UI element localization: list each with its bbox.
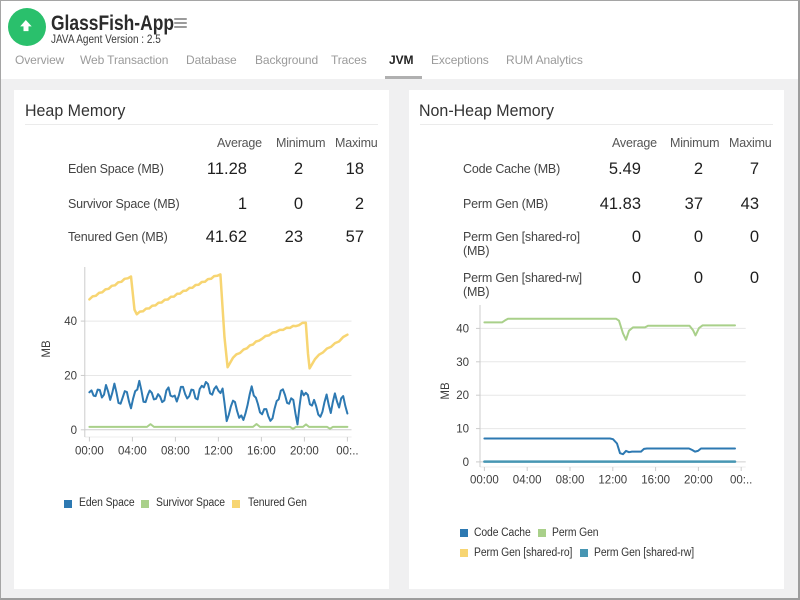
svg-text:16:00: 16:00 (641, 475, 670, 487)
svg-text:08:00: 08:00 (161, 446, 190, 458)
svg-text:20:00: 20:00 (290, 446, 319, 458)
svg-text:12:00: 12:00 (598, 475, 627, 487)
svg-text:20:00: 20:00 (684, 475, 713, 487)
svg-text:16:00: 16:00 (247, 446, 276, 458)
svg-text:MB: MB (41, 340, 53, 358)
svg-text:20: 20 (64, 370, 77, 382)
svg-text:0: 0 (71, 425, 77, 437)
svg-text:0: 0 (463, 457, 469, 469)
svg-text:00:00: 00:00 (470, 475, 499, 487)
svg-text:12:00: 12:00 (204, 446, 233, 458)
svg-text:20: 20 (456, 390, 469, 402)
svg-text:40: 40 (456, 323, 469, 335)
svg-text:10: 10 (456, 424, 469, 436)
svg-text:30: 30 (456, 357, 469, 369)
svg-text:00:..: 00:.. (730, 475, 752, 487)
svg-text:00:..: 00:.. (336, 446, 358, 458)
svg-text:40: 40 (64, 316, 77, 328)
svg-text:MB: MB (440, 382, 452, 400)
svg-text:04:00: 04:00 (513, 475, 542, 487)
svg-text:08:00: 08:00 (556, 475, 585, 487)
svg-text:00:00: 00:00 (75, 446, 104, 458)
svg-text:04:00: 04:00 (118, 446, 147, 458)
